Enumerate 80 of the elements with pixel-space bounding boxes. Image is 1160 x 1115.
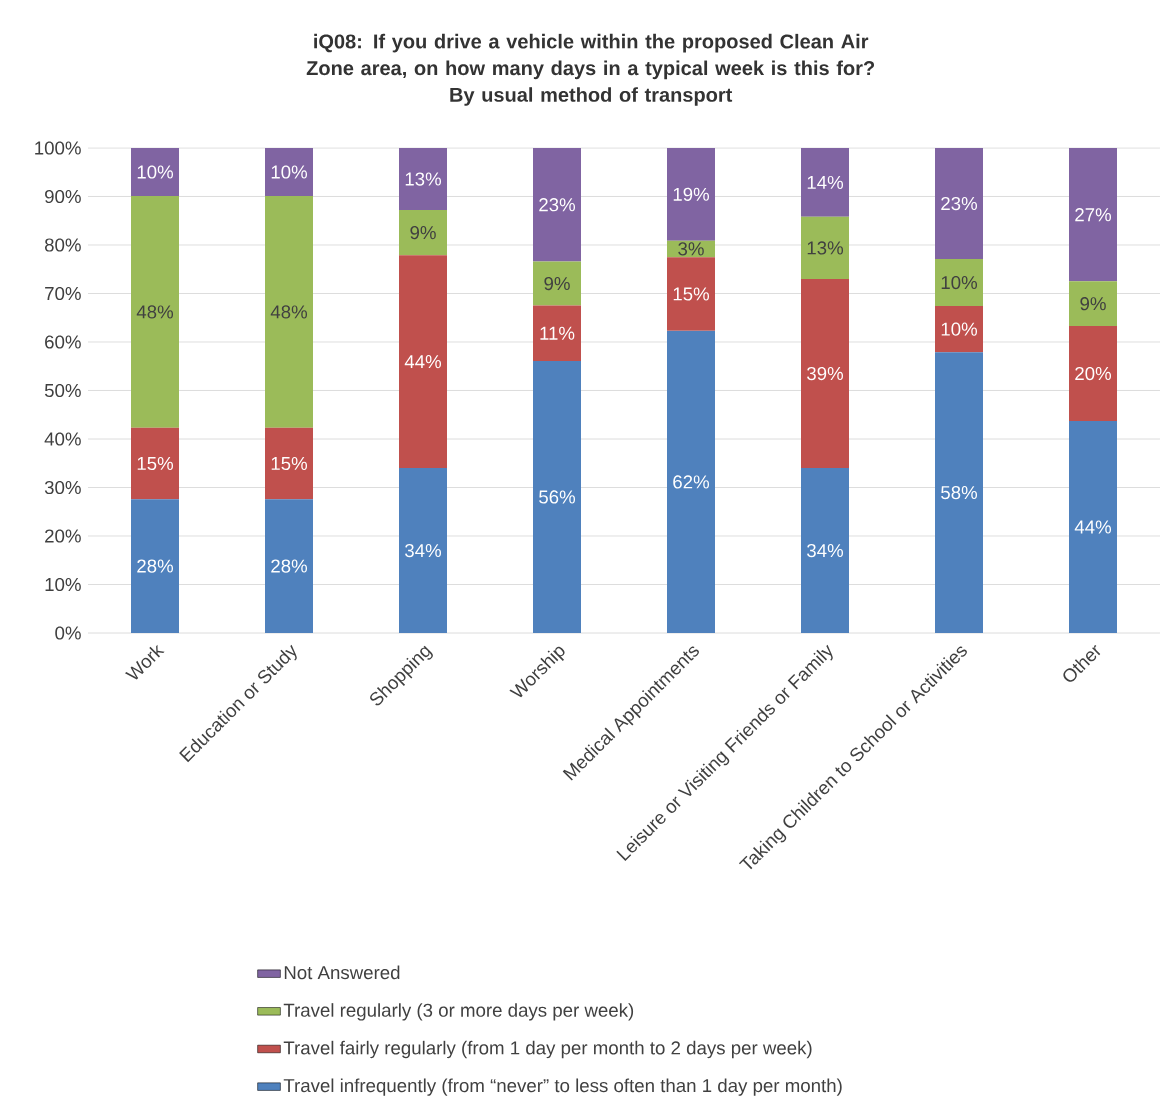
data-label: 28% [137,559,174,573]
legend-label: Travel regularly (3 or more days per week) [283,1003,634,1021]
legend-label: Travel fairly regularly (from 1 day per month to 2 days per week) [283,1040,812,1059]
legend-label: Travel infrequently (from “never” to less often than 1 day per month) [283,1078,842,1096]
data-label: 39% [807,366,844,381]
bar [667,148,715,241]
y-tick-label: 0% [55,626,81,640]
bar [131,499,179,633]
bar [935,306,983,353]
data-label: 48% [136,305,174,319]
bar [1069,325,1117,422]
data-label: 15% [137,456,174,471]
bar [801,148,849,217]
bar [533,148,581,262]
data-label: 3% [678,242,704,256]
bar [935,148,983,260]
legend-label: Not Answered [284,965,400,980]
data-label: 15% [271,456,308,471]
data-label: 62% [673,475,710,489]
data-label: 13% [807,241,844,255]
data-label: 19% [673,187,710,201]
chart-title: iQ08: If you drive a vehicle within the proposed Clean Air Zone area, on how many days in a typical week is this for? [306,33,875,80]
y-tick-label: 30% [44,480,81,495]
data-label: 44% [404,355,442,369]
y-tick-label: 100% [35,141,81,155]
y-tick-label: 40% [44,432,81,446]
data-label: 23% [941,196,978,211]
y-tick-label: 10% [45,577,81,592]
data-label: 20% [1075,366,1112,381]
y-tick-label: 90% [45,189,81,204]
bar [667,257,715,331]
data-label: 58% [941,485,978,500]
data-label: 13% [405,172,442,186]
bar [1069,281,1117,326]
chart-subtitle: By usual method of transport [450,87,733,106]
bar [399,148,447,211]
data-label: 23% [539,198,576,212]
bar [935,259,983,307]
bar [533,360,581,633]
data-label: 34% [405,543,442,558]
data-label: 56% [539,490,576,504]
bar [399,468,447,633]
data-label: 9% [410,226,436,240]
data-label: 28% [271,559,308,573]
bar [399,210,447,256]
data-label: 27% [1075,208,1112,222]
data-label: 44% [1074,520,1112,534]
bar [399,255,447,469]
data-label: 10% [271,165,308,179]
y-tick-label: 20% [45,529,81,543]
bar [265,196,313,428]
bar [801,468,849,633]
data-label: 10% [941,275,978,290]
y-tick-label: 50% [44,383,81,398]
data-label: 9% [544,276,570,291]
bar [533,261,581,306]
bar [667,330,715,633]
data-label: 14% [807,175,844,189]
y-tick-label: 60% [45,335,81,349]
data-label: 48% [270,305,308,319]
bar [265,148,313,197]
y-tick-label: 70% [45,286,81,301]
data-label: 9% [1080,297,1106,311]
data-label: 10% [941,322,978,336]
bar [131,196,179,428]
data-label: 15% [673,287,710,301]
bar [801,278,849,469]
bar [1069,421,1117,633]
bar [801,216,849,279]
bar [1069,148,1117,282]
bar [131,148,179,197]
bar [265,427,313,500]
bar [265,499,313,633]
bar [935,352,983,633]
bar [131,427,179,500]
data-label: 10% [137,165,174,179]
data-label: 11% [540,326,575,340]
data-label: 34% [807,543,844,558]
bar [533,305,581,361]
y-tick-label: 80% [44,238,81,252]
